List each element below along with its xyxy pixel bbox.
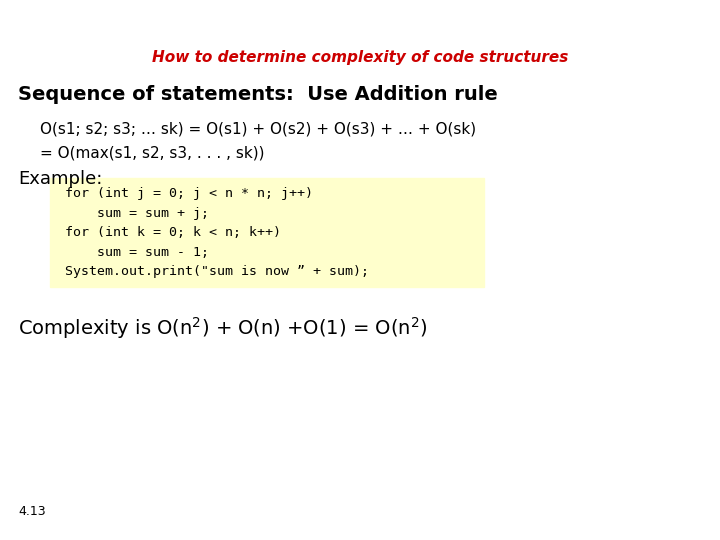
- Text: = O(max(s1, s2, s3, . . . , sk)): = O(max(s1, s2, s3, . . . , sk)): [40, 145, 264, 160]
- Text: 4.13: 4.13: [18, 505, 45, 518]
- Text: How to determine complexity of code structures: How to determine complexity of code stru…: [152, 50, 568, 65]
- Text: for (int k = 0; k < n; k++): for (int k = 0; k < n; k++): [65, 226, 281, 239]
- Text: Sequence of statements:  Use Addition rule: Sequence of statements: Use Addition rul…: [18, 85, 498, 104]
- FancyBboxPatch shape: [50, 178, 484, 287]
- Text: for (int j = 0; j < n * n; j++): for (int j = 0; j < n * n; j++): [65, 187, 313, 200]
- Text: System.out.print("sum is now ” + sum);: System.out.print("sum is now ” + sum);: [65, 265, 369, 278]
- Text: O(s1; s2; s3; … sk) = O(s1) + O(s2) + O(s3) + … + O(sk): O(s1; s2; s3; … sk) = O(s1) + O(s2) + O(…: [40, 122, 476, 137]
- Text: Complexity is O(n$^2$) + O(n) +O(1) = O(n$^2$): Complexity is O(n$^2$) + O(n) +O(1) = O(…: [18, 315, 428, 341]
- Text: sum = sum - 1;: sum = sum - 1;: [65, 246, 209, 259]
- Text: sum = sum + j;: sum = sum + j;: [65, 206, 209, 219]
- Text: Example:: Example:: [18, 170, 102, 188]
